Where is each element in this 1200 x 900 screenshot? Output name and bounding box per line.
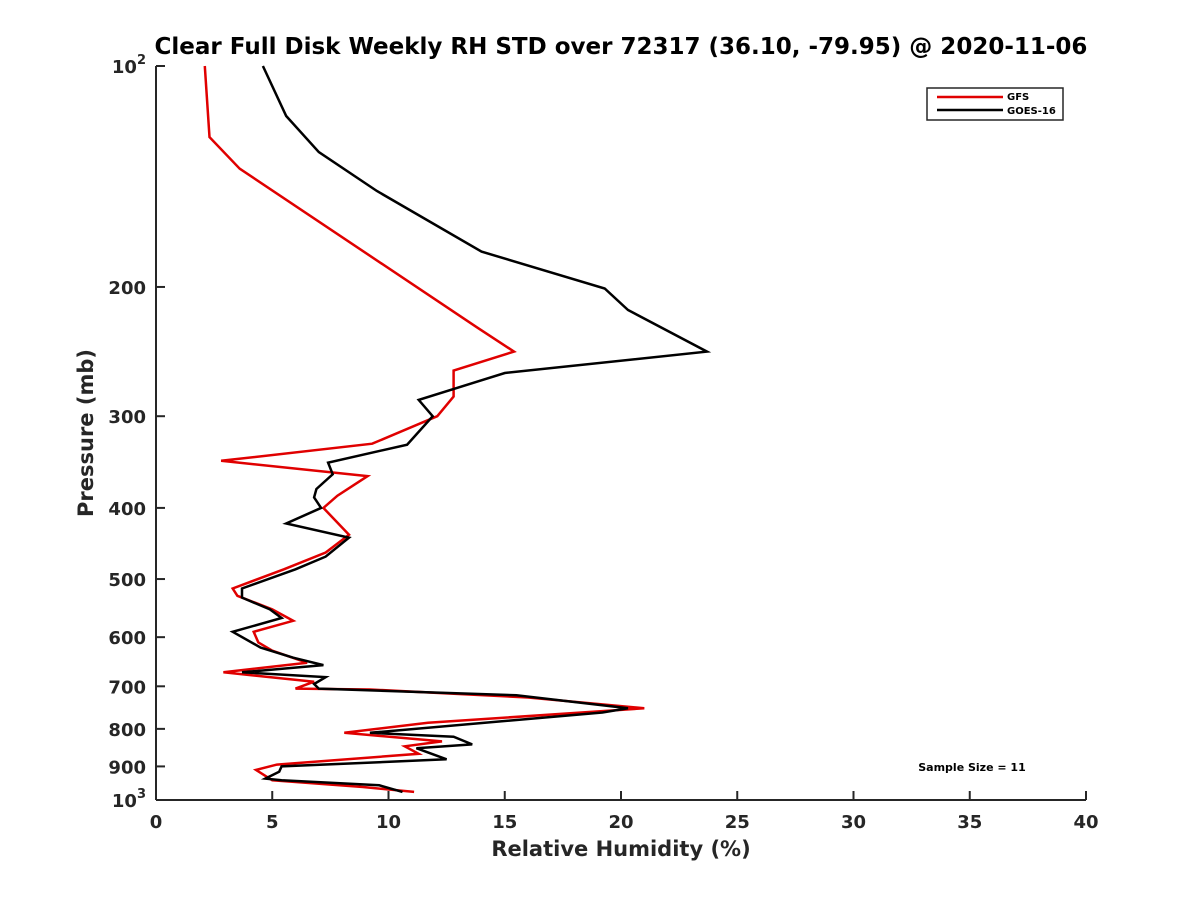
x-tick-label: 35	[957, 812, 982, 833]
y-tick-label: 900	[108, 757, 146, 778]
x-tick-label: 5	[266, 812, 279, 833]
y-tick-label: 500	[108, 570, 146, 591]
y-tick-label: 102	[112, 53, 146, 78]
y-tick-label: 600	[108, 628, 146, 649]
x-tick-group: 0 5 10 15 20 25 30 35 40	[150, 791, 1099, 833]
y-tick-label: 800	[108, 720, 146, 741]
series-line-goes-16	[229, 65, 712, 794]
axes-group	[155, 66, 1086, 801]
x-axis-label: Relative Humidity (%)	[491, 837, 750, 861]
x-tick-label: 25	[725, 812, 750, 833]
x-tick-label: 10	[376, 812, 401, 833]
x-tick-label: 15	[492, 812, 517, 833]
y-tick-label: 700	[108, 677, 146, 698]
x-tick-label: 40	[1073, 812, 1098, 833]
series-line-gfs	[203, 65, 645, 794]
y-tick-label: 103	[112, 787, 146, 812]
legend-label-gfs: GFS	[1007, 92, 1029, 103]
y-tick-group: 102 200 300 400 500 600 700 800 900 103	[108, 53, 165, 812]
y-tick-label: 200	[108, 278, 146, 299]
x-tick-label: 0	[150, 812, 163, 833]
legend: GFS GOES-16	[926, 87, 1064, 121]
y-axis-label: Pressure (mb)	[74, 349, 98, 517]
legend-box	[926, 87, 1064, 121]
x-tick-label: 20	[608, 812, 633, 833]
chart-title: Clear Full Disk Weekly RH STD over 72317…	[155, 34, 1088, 60]
legend-label-goes-16: GOES-16	[1007, 106, 1056, 117]
y-tick-label: 400	[108, 499, 146, 520]
y-tick-label: 300	[108, 407, 146, 428]
sample-size-annotation: Sample Size = 11	[918, 761, 1025, 774]
x-tick-label: 30	[841, 812, 866, 833]
plot-series-group	[203, 65, 712, 794]
